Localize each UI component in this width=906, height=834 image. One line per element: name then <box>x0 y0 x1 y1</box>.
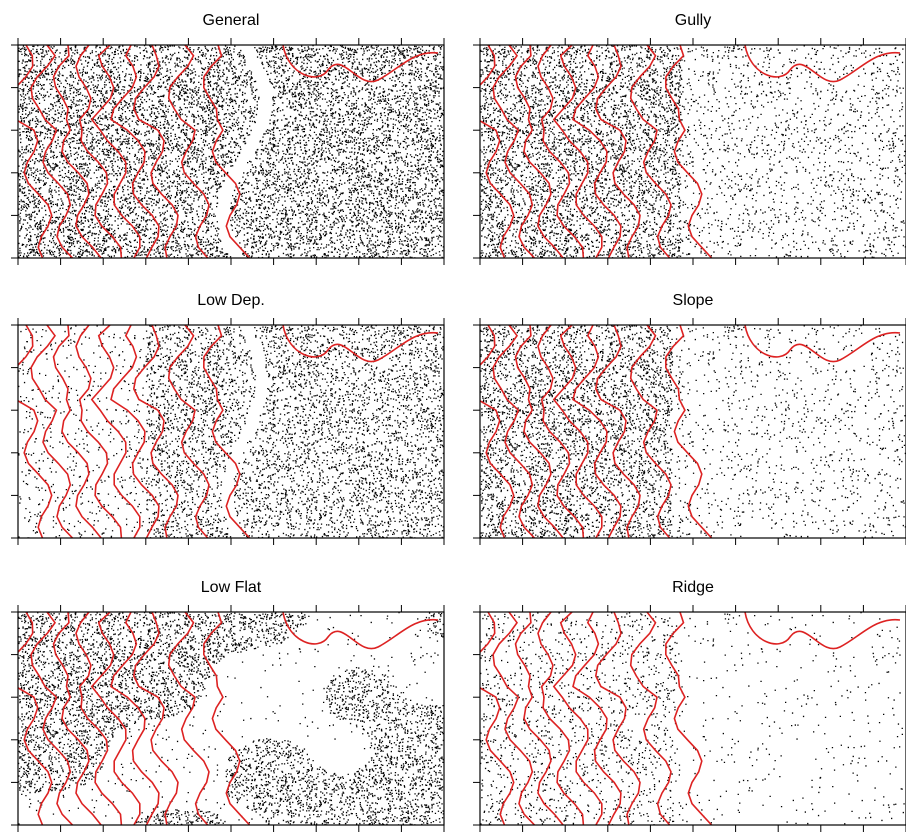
contour <box>629 45 672 258</box>
point-pattern <box>18 325 444 538</box>
panel: Low Flat <box>11 579 445 832</box>
panel: Ridge <box>473 579 906 832</box>
contour <box>282 612 439 650</box>
contour <box>30 325 74 538</box>
contour <box>75 325 123 538</box>
point-pattern <box>18 45 444 258</box>
panel-title: Low Flat <box>201 579 262 596</box>
contour <box>594 325 641 538</box>
point-pattern <box>480 325 906 538</box>
contour <box>75 45 123 258</box>
contour <box>514 45 564 258</box>
contour <box>594 612 641 825</box>
contour <box>572 325 622 538</box>
contour <box>18 45 53 258</box>
contour <box>744 325 901 363</box>
panel-title: Ridge <box>672 579 714 596</box>
plot-area <box>18 612 444 825</box>
contour <box>480 325 515 538</box>
plot-area <box>480 45 906 258</box>
contour <box>282 325 439 363</box>
contour <box>110 325 160 538</box>
plot-area <box>18 325 444 538</box>
contour <box>110 612 160 825</box>
contour <box>744 612 901 650</box>
contour <box>552 325 603 538</box>
contour <box>52 612 102 825</box>
plot-area <box>18 45 444 258</box>
contour <box>664 45 713 258</box>
contour <box>572 45 622 258</box>
panel: Gully <box>473 12 906 265</box>
panel-title: Slope <box>673 292 714 309</box>
contour <box>552 612 603 825</box>
point-pattern <box>18 612 444 825</box>
contour <box>492 612 536 825</box>
contour <box>18 612 53 825</box>
point-pattern <box>480 612 905 825</box>
contour <box>202 612 251 825</box>
contour <box>167 45 210 258</box>
contour <box>110 45 160 258</box>
contour <box>90 612 141 825</box>
contour <box>18 325 53 538</box>
contour <box>492 45 536 258</box>
panel: Low Dep. <box>11 292 445 545</box>
plot-area <box>480 325 906 538</box>
panel-title: Low Dep. <box>197 292 265 309</box>
contour <box>132 612 179 825</box>
contour <box>132 45 179 258</box>
contour <box>492 325 536 538</box>
contour <box>480 612 515 825</box>
contour <box>552 45 603 258</box>
contour <box>167 612 210 825</box>
contour <box>537 612 585 825</box>
contour <box>594 45 641 258</box>
contour <box>629 612 672 825</box>
contour <box>664 325 713 538</box>
contour <box>537 45 585 258</box>
contour <box>514 612 564 825</box>
contour <box>514 325 564 538</box>
panel: General <box>11 12 445 265</box>
contour <box>30 45 74 258</box>
contour <box>537 325 585 538</box>
panel-title: General <box>203 12 260 29</box>
contour <box>202 45 251 258</box>
contour <box>90 325 141 538</box>
contour <box>30 612 74 825</box>
panel: Slope <box>473 292 906 545</box>
contour <box>282 45 439 83</box>
contour <box>572 612 622 825</box>
contour <box>167 325 210 538</box>
point-pattern <box>480 45 906 258</box>
panel-title: Gully <box>675 12 711 29</box>
contour <box>52 45 102 258</box>
contour <box>52 325 102 538</box>
contour <box>132 325 179 538</box>
contour <box>90 45 141 258</box>
plot-area <box>480 612 905 825</box>
contour <box>480 45 515 258</box>
contour <box>202 325 251 538</box>
contour <box>744 45 901 83</box>
contour <box>629 325 672 538</box>
contour <box>664 612 713 825</box>
contour <box>75 612 123 825</box>
